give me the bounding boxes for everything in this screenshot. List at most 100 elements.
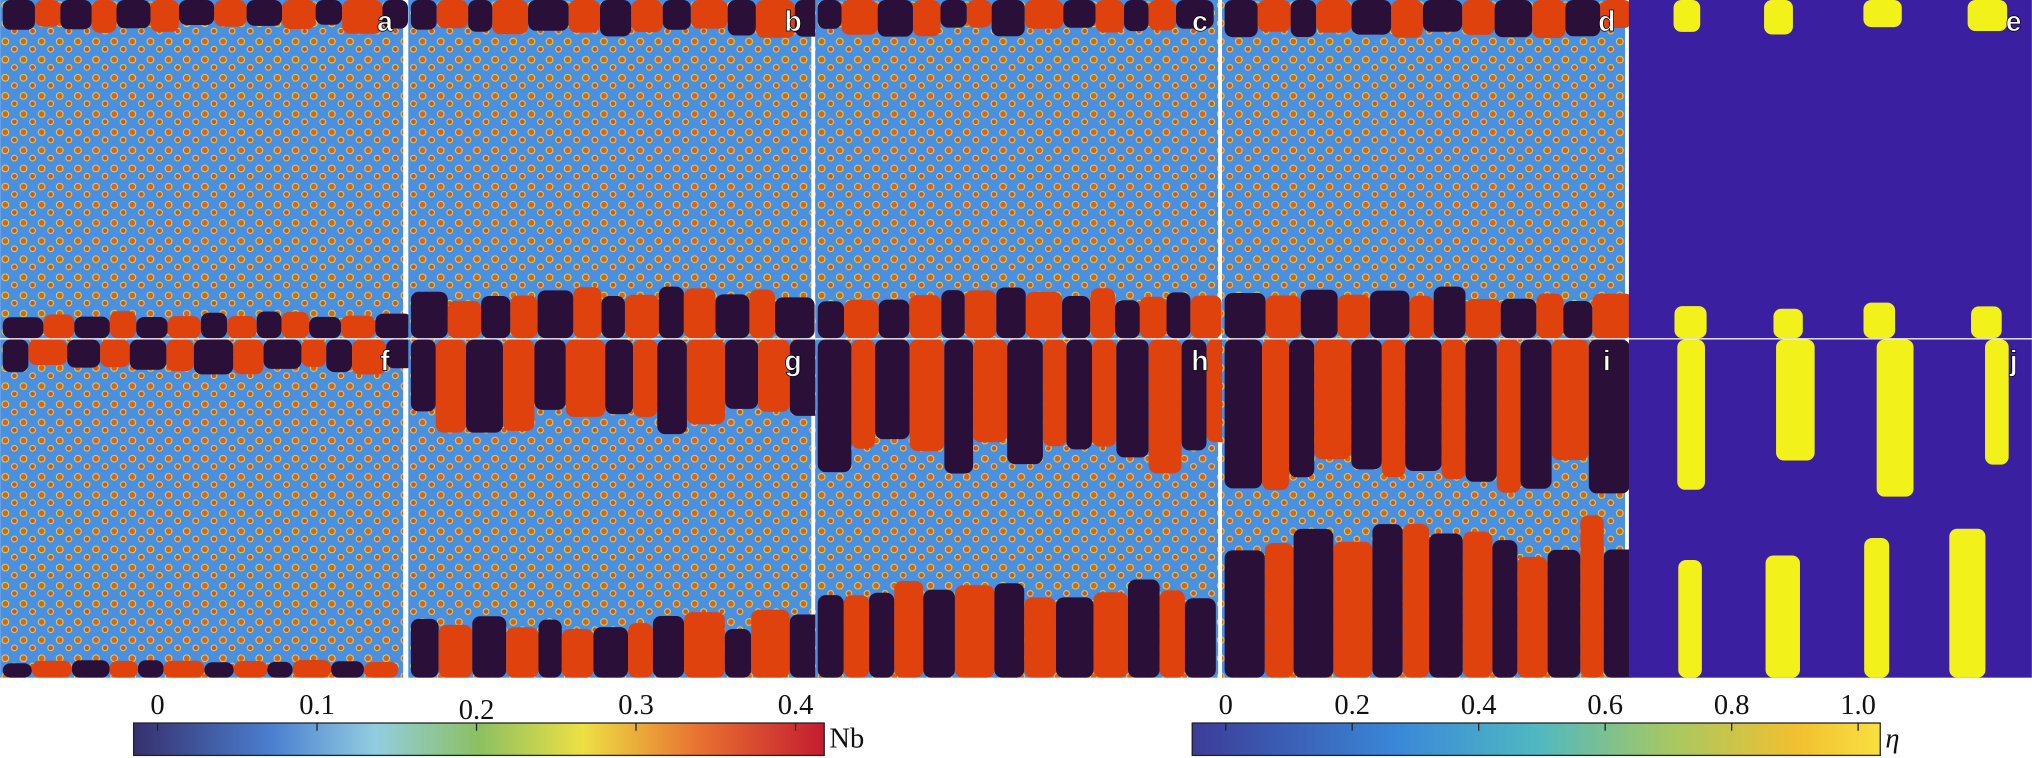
- panel-bg: [1628, 0, 2032, 339]
- panel-bg: [408, 0, 812, 339]
- grain: [2, 339, 29, 373]
- panel: h: [815, 339, 1232, 678]
- panel: j: [1628, 339, 2032, 678]
- grain: [1264, 543, 1294, 678]
- grain: [1159, 590, 1185, 678]
- grain: [684, 612, 725, 678]
- grain: [973, 339, 1008, 443]
- grain: [565, 339, 606, 417]
- grain: [1547, 549, 1581, 678]
- grain: [1116, 339, 1149, 458]
- grain: [593, 627, 628, 678]
- grain: [74, 316, 110, 339]
- grain: [28, 339, 68, 366]
- grain: [481, 295, 511, 339]
- grain: [633, 339, 658, 418]
- grain: [599, 0, 632, 37]
- grain: [246, 0, 283, 26]
- panel-label: g: [784, 346, 801, 378]
- grain: [727, 0, 756, 36]
- panel-bg: [0, 0, 404, 339]
- grain: [658, 286, 684, 339]
- grain: [263, 339, 302, 369]
- grain: [1066, 339, 1093, 450]
- grain: [1429, 533, 1463, 678]
- grain: [137, 660, 164, 678]
- panel-label: d: [1598, 6, 1615, 38]
- panel: e: [1628, 0, 2032, 339]
- grain: [627, 623, 653, 678]
- grain: [875, 339, 910, 440]
- grain: [789, 339, 822, 416]
- grain: [1090, 288, 1116, 339]
- tick-label: 1.0: [1840, 690, 1876, 721]
- grain: [538, 619, 562, 678]
- grain: [573, 287, 602, 339]
- grain: [1293, 528, 1334, 678]
- grain: [1496, 339, 1521, 493]
- grain: [758, 339, 790, 412]
- grain: [100, 339, 130, 368]
- grain: [1092, 339, 1117, 447]
- grain: [1565, 0, 1601, 37]
- grain: [994, 583, 1025, 678]
- grain: [410, 0, 437, 30]
- grain: [996, 287, 1026, 339]
- grain: [352, 339, 387, 375]
- grain: [966, 0, 992, 28]
- grain: [1055, 597, 1094, 678]
- grain: [534, 339, 566, 410]
- grain: [1300, 289, 1338, 339]
- grain: [715, 294, 750, 339]
- grain: [1492, 540, 1518, 678]
- grain: [309, 316, 342, 339]
- grain: [1673, 0, 1701, 32]
- grain: [492, 0, 529, 35]
- grain: [1765, 555, 1800, 678]
- grain: [537, 290, 574, 339]
- grain: [1124, 0, 1149, 32]
- grain: [301, 339, 327, 367]
- grain: [1465, 298, 1501, 339]
- grain: [1876, 339, 1914, 497]
- grain: [1372, 524, 1403, 678]
- grain: [31, 660, 72, 678]
- grain: [1381, 339, 1406, 478]
- tick-label: 0.2: [459, 695, 495, 726]
- panel: d: [1222, 0, 1634, 339]
- grain: [167, 316, 201, 339]
- grain: [1351, 339, 1382, 470]
- grain: [1314, 339, 1352, 460]
- grain: [1139, 296, 1167, 339]
- grain: [438, 624, 473, 678]
- grain: [1262, 339, 1290, 491]
- grain: [386, 339, 415, 369]
- grain: [315, 0, 343, 25]
- grain: [690, 0, 728, 29]
- grain: [1949, 528, 1986, 678]
- grain: [1971, 306, 2002, 339]
- grain: [326, 339, 353, 373]
- grain: [1864, 537, 1890, 678]
- grain: [749, 289, 776, 339]
- grain: [71, 660, 110, 678]
- grain: [1370, 290, 1410, 339]
- grain: [1517, 556, 1548, 678]
- grain: [1441, 339, 1466, 480]
- grain: [1224, 293, 1266, 339]
- grain: [1462, 0, 1495, 35]
- colorbar: [1191, 722, 1881, 757]
- colorbar-label: Nb: [829, 724, 864, 755]
- grain: [1520, 339, 1552, 489]
- grain: [843, 595, 870, 678]
- grain: [43, 314, 75, 339]
- grain: [163, 660, 205, 678]
- grain: [34, 0, 61, 27]
- grain: [1764, 0, 1793, 35]
- grain: [841, 0, 878, 35]
- grain: [755, 0, 795, 38]
- grain: [510, 295, 538, 339]
- grain: [878, 299, 910, 339]
- grain: [817, 595, 844, 678]
- grain: [1337, 294, 1371, 339]
